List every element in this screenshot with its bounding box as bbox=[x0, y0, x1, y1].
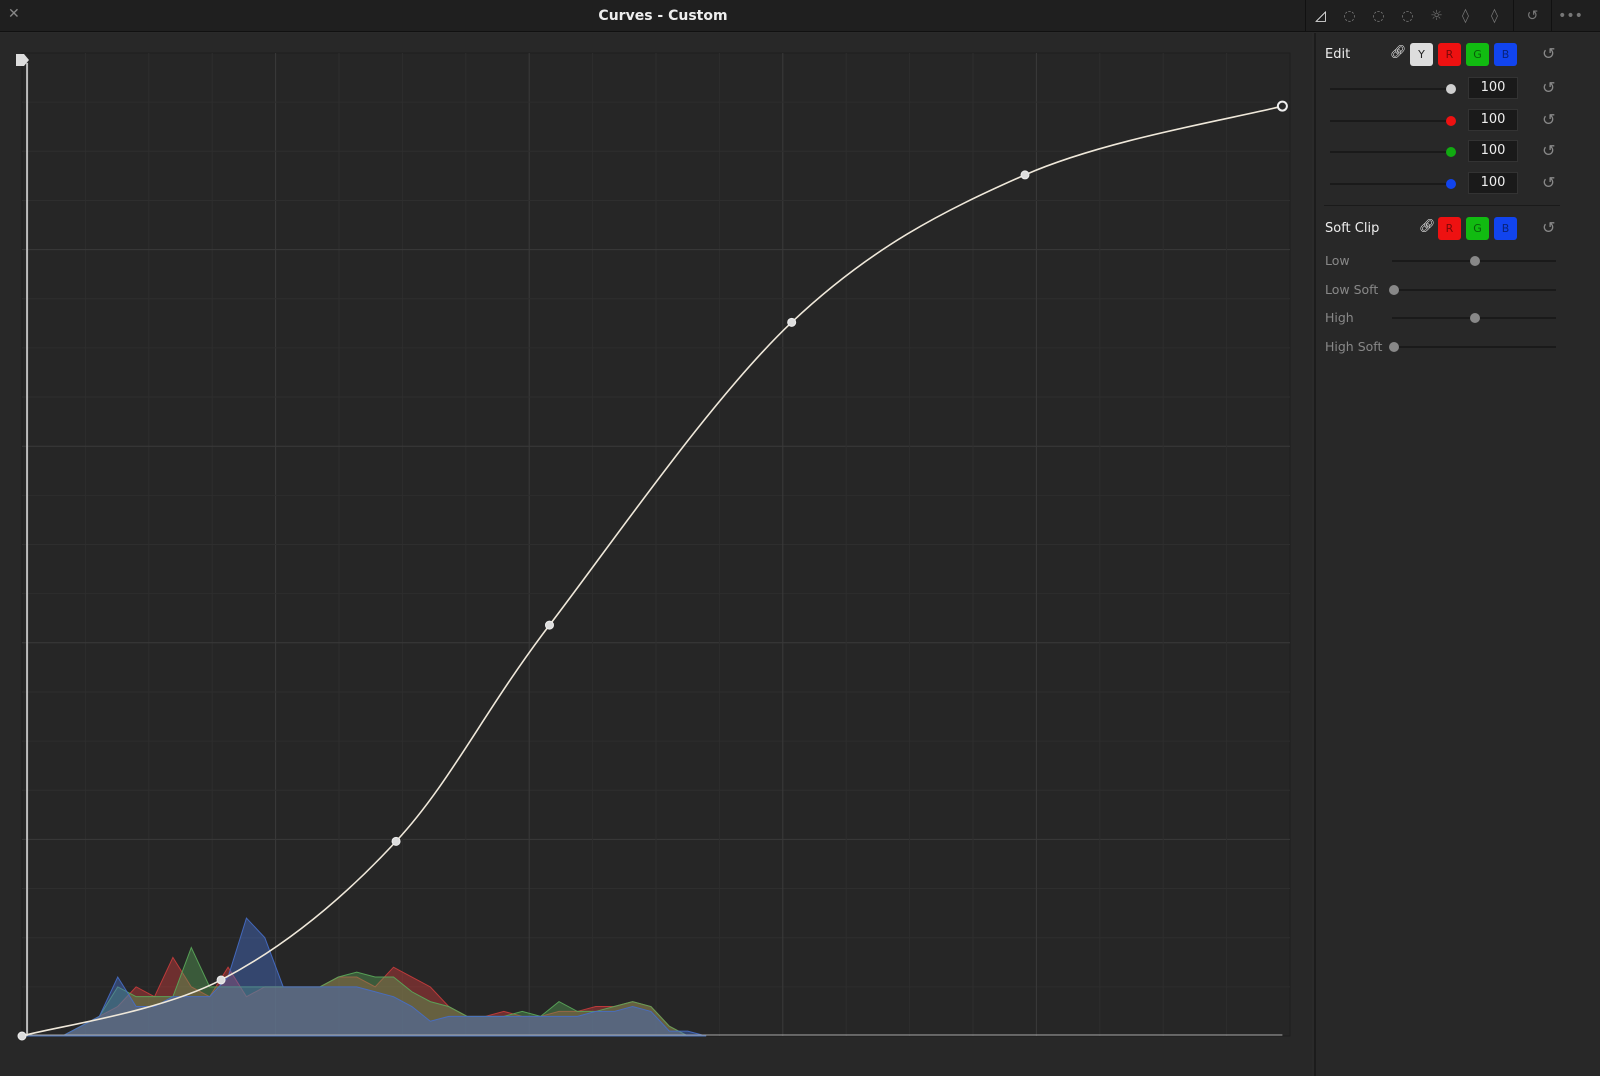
range-handle bbox=[16, 54, 29, 66]
slider-label: High Soft bbox=[1325, 338, 1383, 354]
slider-handle[interactable] bbox=[1446, 178, 1456, 189]
soft-clip-high-soft-row: High Soft bbox=[1316, 333, 1600, 361]
slider-handle[interactable] bbox=[1470, 256, 1480, 266]
link-icon[interactable]: 🔗︎ bbox=[1390, 45, 1407, 60]
histogram-blue bbox=[25, 917, 707, 1037]
soft-clip-slider[interactable] bbox=[1392, 345, 1556, 348]
curve-control-point[interactable] bbox=[391, 836, 401, 846]
slider-handle[interactable] bbox=[1389, 284, 1399, 295]
curve-control-point[interactable] bbox=[17, 1031, 27, 1041]
settings-panel: Edit 🔗︎ Y R G B ↺ 100 ↺ 100 ↺ 100 ↺ 100 … bbox=[1314, 33, 1600, 1076]
edit-row: Edit 🔗︎ Y R G B ↺ bbox=[1316, 41, 1600, 69]
reset-icon[interactable]: ↺ bbox=[1542, 172, 1556, 192]
title-bar: ✕ Curves - Custom ◿ ◌ ◌ ◌ ☼ ◊ ◊ ↺ ••• bbox=[0, 0, 1600, 32]
curve-control-point[interactable] bbox=[544, 620, 554, 630]
curve-graph[interactable] bbox=[0, 33, 1312, 1076]
sat-vs-lum-icon[interactable]: ◊ bbox=[1491, 8, 1498, 24]
soft-clip-label: Soft Clip bbox=[1325, 221, 1380, 236]
intensity-slider[interactable] bbox=[1330, 182, 1454, 185]
close-icon[interactable]: ✕ bbox=[8, 6, 20, 22]
reset-icon[interactable]: ↺ bbox=[1526, 8, 1539, 24]
curve-control-point[interactable] bbox=[787, 317, 797, 327]
intensity-value-field[interactable]: 100 bbox=[1468, 108, 1518, 131]
intensity-row-y: 100 ↺ bbox=[1316, 75, 1600, 103]
slider-handle[interactable] bbox=[1446, 115, 1456, 126]
window-title: Curves - Custom bbox=[598, 8, 728, 24]
channel-r-button[interactable]: R bbox=[1438, 43, 1461, 66]
reset-icon[interactable]: ↺ bbox=[1542, 218, 1556, 237]
slider-handle[interactable] bbox=[1446, 147, 1456, 157]
slider-label: Low Soft bbox=[1325, 281, 1379, 297]
intensity-slider[interactable] bbox=[1330, 88, 1454, 90]
slider-handle[interactable] bbox=[1470, 313, 1480, 323]
reset-icon[interactable]: ↺ bbox=[1542, 141, 1556, 160]
soft-clip-b-button[interactable]: B bbox=[1494, 217, 1517, 240]
divider bbox=[1324, 205, 1560, 206]
soft-clip-r-button[interactable]: R bbox=[1438, 217, 1461, 240]
soft-clip-low-soft-row: Low Soft bbox=[1316, 276, 1600, 304]
hue-vs-lum-icon[interactable]: ◌ bbox=[1401, 8, 1414, 24]
slider-label: High bbox=[1325, 310, 1354, 325]
reset-icon[interactable]: ↺ bbox=[1542, 109, 1556, 129]
curve-mode-toolbar: ◿ ◌ ◌ ◌ ☼ ◊ ◊ ↺ ••• bbox=[1305, 0, 1585, 32]
hue-vs-hue-icon[interactable]: ◌ bbox=[1343, 8, 1356, 24]
link-icon[interactable]: 🔗︎ bbox=[1419, 219, 1436, 234]
channel-b-button[interactable]: B bbox=[1494, 43, 1517, 66]
curve-canvas[interactable] bbox=[0, 33, 1312, 1076]
more-icon[interactable]: ••• bbox=[1558, 8, 1583, 24]
curve-control-point[interactable] bbox=[216, 975, 226, 985]
intensity-row-g: 100 ↺ bbox=[1316, 138, 1600, 166]
intensity-value-field[interactable]: 100 bbox=[1468, 171, 1518, 194]
soft-clip-g-button[interactable]: G bbox=[1466, 217, 1489, 240]
intensity-row-r: 100 ↺ bbox=[1316, 107, 1600, 135]
hue-vs-sat-icon[interactable]: ◌ bbox=[1372, 8, 1385, 24]
edit-label: Edit bbox=[1325, 47, 1351, 62]
reset-icon[interactable]: ↺ bbox=[1542, 78, 1556, 97]
curves-custom-icon[interactable]: ◿ bbox=[1315, 8, 1326, 24]
soft-clip-row: Soft Clip 🔗︎ R G B ↺ bbox=[1316, 215, 1600, 243]
histogram-green bbox=[25, 946, 707, 1037]
soft-clip-slider[interactable] bbox=[1392, 288, 1556, 291]
intensity-value-field[interactable]: 100 bbox=[1468, 140, 1518, 162]
lum-vs-sat-icon[interactable]: ☼ bbox=[1430, 8, 1443, 24]
slider-label: Low bbox=[1325, 253, 1350, 268]
soft-clip-low-row: Low bbox=[1316, 247, 1600, 275]
intensity-slider[interactable] bbox=[1330, 119, 1454, 122]
intensity-slider[interactable] bbox=[1330, 151, 1454, 153]
channel-g-button[interactable]: G bbox=[1466, 43, 1489, 66]
channel-y-button[interactable]: Y bbox=[1410, 43, 1433, 66]
intensity-row-b: 100 ↺ bbox=[1316, 170, 1600, 198]
curve-control-point[interactable] bbox=[1276, 100, 1288, 112]
curve-control-point[interactable] bbox=[1020, 170, 1030, 180]
soft-clip-high-row: High bbox=[1316, 304, 1600, 332]
intensity-value-field[interactable]: 100 bbox=[1468, 77, 1518, 99]
sat-vs-sat-icon[interactable]: ◊ bbox=[1462, 8, 1469, 24]
slider-handle[interactable] bbox=[1389, 341, 1399, 352]
reset-icon[interactable]: ↺ bbox=[1542, 44, 1556, 63]
slider-handle[interactable] bbox=[1446, 84, 1456, 94]
